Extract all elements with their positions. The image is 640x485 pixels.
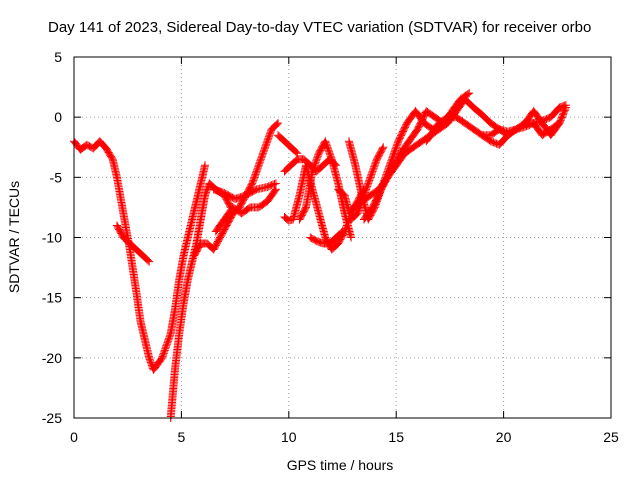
y-axis-label: SDTVAR / TECUs (6, 181, 22, 293)
data-point (271, 121, 280, 130)
data-point (270, 179, 279, 188)
x-tick-label-0: 0 (70, 429, 78, 445)
series-1 (112, 221, 154, 266)
data-point (196, 240, 205, 249)
series-5 (209, 179, 280, 203)
y-tick-label-2: -5 (50, 169, 63, 185)
series-11 (334, 143, 388, 224)
data-point (379, 143, 388, 152)
data-point (332, 161, 341, 170)
chart-title: Day 141 of 2023, Sidereal Day-to-day VTE… (48, 19, 591, 36)
data-point (274, 119, 283, 128)
data-point (293, 149, 302, 158)
data-point (561, 104, 570, 113)
data-point (329, 159, 338, 168)
series-8 (280, 155, 341, 176)
data-point (465, 89, 474, 98)
y-tick-label-4: -15 (42, 290, 62, 306)
data-point (282, 214, 291, 223)
data-point (291, 147, 300, 156)
x-tick-label-1: 5 (178, 429, 186, 445)
data-point (271, 186, 280, 195)
y-tick-label-0: 5 (54, 49, 62, 65)
x-tick-label-4: 20 (496, 429, 512, 445)
series-4 (211, 185, 280, 236)
data-point (143, 255, 152, 264)
y-tick-label-5: -20 (42, 350, 62, 366)
data-point (336, 229, 345, 238)
x-axis-label: GPS time / hours (287, 457, 394, 473)
tick-marks (73, 56, 612, 419)
data-point (201, 161, 210, 170)
data-point (464, 89, 473, 98)
data-point (561, 103, 570, 112)
series-9 (274, 131, 302, 158)
tick-labels: 0 5 10 15 20 25 5 0 -5 -10 -15 -20 -25 (42, 49, 619, 445)
data-point (271, 179, 280, 188)
series-10 (306, 227, 347, 248)
x-tick-label-5: 25 (603, 429, 619, 445)
y-tick-label-3: -10 (42, 230, 62, 246)
data-points (70, 89, 570, 422)
y-tick-label-6: -25 (42, 410, 62, 426)
y-tick-label-1: 0 (54, 109, 62, 125)
data-point (337, 228, 346, 237)
data-point (330, 160, 339, 169)
data-point (378, 144, 387, 153)
data-point (291, 157, 300, 166)
data-point (272, 120, 281, 129)
data-point (144, 256, 153, 265)
data-point (338, 227, 347, 236)
data-point (292, 148, 301, 157)
series-19 (478, 103, 570, 149)
x-tick-label-3: 15 (388, 429, 404, 445)
x-tick-label-2: 10 (281, 429, 297, 445)
data-point (347, 233, 356, 242)
data-point (145, 257, 154, 266)
